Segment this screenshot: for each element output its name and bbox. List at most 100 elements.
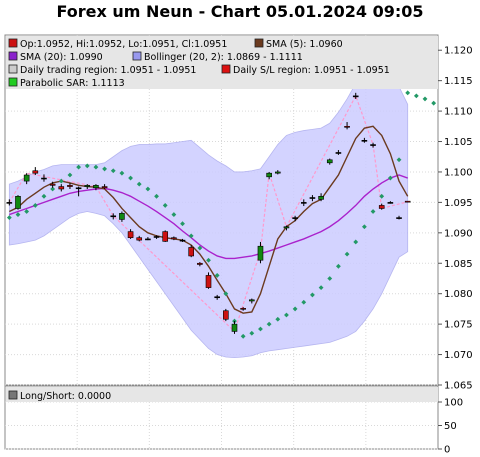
sar-point (310, 292, 315, 298)
legend-trading-region: Daily trading region: 1.0951 - 1.0951 (20, 65, 196, 76)
sub-legend-swatch (8, 390, 18, 400)
y-tick-label: 0 (444, 445, 450, 456)
candle-body (335, 152, 342, 154)
legend-swatch-bollinger (132, 51, 142, 61)
candle-body (361, 140, 368, 142)
y-tick-label: 1.075 (444, 320, 473, 331)
candle-body (396, 217, 402, 219)
sar-point (171, 212, 177, 217)
candle-body (223, 310, 229, 320)
legend-swatch-sar (8, 77, 18, 87)
candle-body (205, 275, 212, 288)
candle-body (127, 231, 134, 238)
y-tick-label: 1.100 (444, 167, 473, 178)
sub-y-axis: 0 50 100 (438, 398, 463, 456)
candle-body (84, 185, 91, 187)
y-tick-label: 1.110 (444, 107, 473, 118)
candle-body (370, 144, 376, 146)
candle-body (153, 236, 160, 238)
sar-point (405, 90, 411, 96)
candle-body (136, 237, 143, 241)
legend-sma20: SMA (20): 1.0990 (20, 52, 103, 63)
legend-swatch-trading-region (8, 64, 18, 74)
y-tick-label: 1.095 (444, 198, 473, 209)
sar-point (84, 163, 90, 169)
candle-body (145, 238, 151, 241)
sar-point (336, 263, 341, 269)
candle-body (49, 183, 56, 186)
candle-body (41, 177, 47, 180)
candle-body (101, 186, 108, 189)
main-y-axis: 1.065 1.070 1.075 1.080 1.085 1.090 1.095 1.100… (438, 46, 473, 392)
sar-point (24, 209, 30, 214)
sar-point (58, 178, 64, 184)
sar-point (275, 316, 281, 322)
sar-point (110, 168, 116, 174)
sar-point (32, 203, 38, 208)
sar-point (379, 193, 385, 199)
sar-point (214, 273, 220, 278)
sar-point (15, 212, 21, 217)
bollinger-band (8, 74, 409, 359)
candle-body (378, 205, 385, 209)
sar-point (197, 245, 203, 251)
sma20-line (9, 174, 408, 260)
legend-bollinger: Bollinger (20, 2): 1.0869 - 1.1111 (144, 52, 303, 63)
sar-point (102, 166, 107, 172)
sar-point (292, 306, 298, 312)
y-tick-label: 1.090 (444, 228, 473, 239)
y-tick-label: 1.115 (444, 76, 473, 87)
candle-body (300, 202, 307, 204)
candle-body (75, 187, 82, 190)
legend-sl-region: Daily S/L region: 1.0951 - 1.0951 (233, 65, 390, 76)
sar-point (396, 157, 402, 163)
candle-body (240, 308, 246, 310)
sar-point (119, 170, 125, 176)
sar-point (318, 285, 324, 291)
candle-body (214, 296, 220, 299)
sma5-line (9, 125, 409, 314)
candle-body (15, 196, 21, 209)
candle-body (23, 174, 30, 182)
sar-point (154, 193, 159, 199)
candle-body (249, 299, 255, 302)
candle-body (352, 95, 359, 98)
candle-body (292, 217, 298, 219)
sar-point (344, 251, 350, 257)
candle-body (179, 239, 186, 242)
sar-point (431, 100, 437, 106)
candle-body (6, 202, 13, 204)
sar-point (249, 330, 255, 336)
candle-body (93, 185, 99, 189)
candle-body (58, 186, 65, 190)
sar-point (188, 233, 194, 239)
sar-point (76, 164, 82, 170)
sar-point (136, 181, 142, 187)
parabolic-sar (6, 90, 437, 339)
candle-body (309, 197, 316, 199)
sar-point (67, 172, 73, 178)
sar-point (370, 209, 376, 214)
candle-body (274, 171, 281, 174)
sar-point (413, 93, 419, 99)
legend-swatch-ohlc (8, 38, 18, 48)
candle-body (231, 323, 238, 332)
sub-legend-label: Long/Short: 0.0000 (20, 391, 111, 402)
y-tick-label: 100 (444, 398, 463, 409)
sar-point (258, 326, 263, 332)
y-tick-label: 1.065 (444, 381, 473, 392)
sar-point (206, 257, 211, 263)
y-tick-label: 50 (444, 421, 457, 432)
legend-sma5: SMA (5): 1.0960 (266, 39, 343, 50)
sar-point (301, 299, 307, 305)
legend-sar: Parabolic SAR: 1.1113 (20, 78, 125, 89)
sar-point (284, 312, 289, 318)
candle-body (188, 247, 194, 257)
candle-body (318, 196, 324, 200)
y-tick-label: 1.080 (444, 289, 473, 300)
sar-point (327, 276, 333, 281)
sar-point (93, 164, 99, 170)
sar-point (361, 224, 367, 230)
candle-body (110, 215, 117, 218)
